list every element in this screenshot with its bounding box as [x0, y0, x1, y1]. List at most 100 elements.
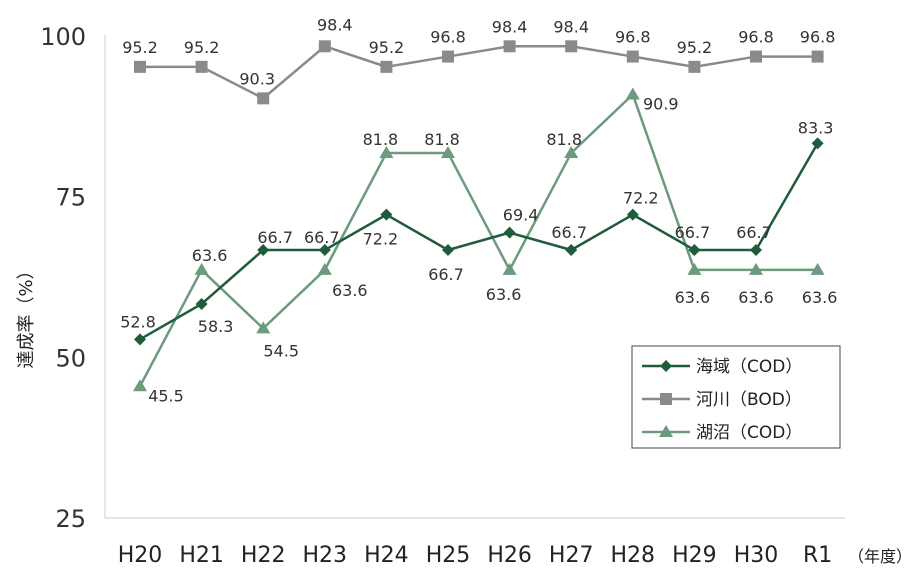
- kasen-bod-point: [134, 60, 146, 73]
- kasen-bod-line: [140, 44, 818, 100]
- x-tick-label: H22: [241, 543, 286, 568]
- x-tick-label: H21: [179, 543, 224, 568]
- kasen-bod-label: 96.8: [430, 28, 466, 47]
- kasen-bod-point: [442, 50, 454, 63]
- koshou-cod-label: 63.6: [332, 281, 368, 300]
- legend-entry-koshou-cod: 湖沼（COD）: [642, 423, 802, 443]
- kaiiki-cod-line-group: [134, 137, 824, 346]
- koshou-cod-point: [502, 262, 517, 275]
- koshou-cod-label: 63.6: [802, 288, 838, 307]
- koshou-cod-point: [194, 262, 209, 275]
- x-tick-label: H30: [734, 543, 779, 568]
- koshou-cod-label: 90.9: [643, 94, 679, 113]
- kasen-bod-label: 96.8: [800, 28, 836, 47]
- kasen-bod-label: 95.2: [122, 38, 158, 57]
- kaiiki-cod-point: [380, 208, 393, 221]
- legend-entry-kaiiki-cod: 海域（COD）: [642, 357, 802, 377]
- kasen-bod-label: 95.2: [184, 38, 220, 57]
- koshou-cod-line-group: [133, 87, 825, 392]
- koshou-cod-point: [441, 145, 455, 158]
- x-tick-label: H20: [118, 543, 163, 568]
- kasen-bod-label: 98.4: [492, 17, 528, 36]
- kaiiki-cod-point: [195, 297, 208, 310]
- legend-marker: [660, 360, 672, 372]
- kasen-bod-point: [257, 92, 270, 105]
- kasen-bod-label: 98.4: [553, 17, 589, 36]
- kaiiki-cod-label: 72.2: [623, 189, 659, 208]
- koshou-cod-label: 81.8: [424, 130, 460, 149]
- kaiiki-cod-point: [503, 226, 516, 239]
- data-labels: 52.8 58.3 66.7 66.7 72.2 66.7 69.4 66.7 72.2 66.7…: [120, 15, 837, 405]
- kaiiki-cod-point: [565, 244, 578, 257]
- kaiiki-cod-point: [626, 208, 639, 221]
- kaiiki-cod-label: 66.7: [551, 223, 587, 242]
- kasen-bod-label: 95.2: [369, 38, 405, 57]
- legend-label: 海域（COD）: [696, 357, 802, 377]
- kaiiki-cod-label: 83.3: [798, 118, 834, 137]
- kaiiki-cod-point: [442, 244, 454, 257]
- x-tick-label: H26: [487, 543, 532, 568]
- kaiiki-cod-label: 66.7: [257, 228, 293, 247]
- legend-label: 河川（BOD）: [696, 390, 802, 410]
- koshou-cod-label: 63.6: [486, 285, 522, 304]
- kaiiki-cod-label: 69.4: [503, 206, 539, 225]
- koshou-cod-point: [379, 145, 394, 158]
- koshou-cod-label: 54.5: [263, 341, 299, 360]
- kasen-bod-point: [565, 40, 578, 53]
- kaiiki-cod-label: 58.3: [198, 317, 234, 336]
- x-tick-label: R1: [803, 543, 832, 568]
- koshou-cod-label: 81.8: [363, 130, 399, 149]
- kaiiki-cod-label: 66.7: [736, 223, 772, 242]
- kaiiki-cod-point: [257, 244, 270, 257]
- kasen-bod-label: 95.2: [677, 38, 713, 57]
- kasen-bod-point: [688, 60, 701, 73]
- x-tick-label: H24: [364, 543, 409, 568]
- kaiiki-cod-point: [688, 244, 701, 257]
- kaiiki-cod-label: 66.7: [675, 223, 711, 242]
- kasen-bod-point: [503, 40, 516, 53]
- kasen-bod-line-group: [134, 40, 824, 105]
- x-axis-unit: （年度）: [848, 547, 912, 566]
- kaiiki-cod-label: 66.7: [304, 228, 340, 247]
- kasen-bod-label: 98.4: [317, 15, 353, 34]
- kaiiki-cod-point: [750, 244, 762, 257]
- kasen-bod-point: [195, 60, 208, 73]
- legend-marker: [659, 425, 673, 437]
- kaiiki-cod-point: [318, 244, 331, 257]
- koshou-cod-label: 63.6: [675, 288, 711, 307]
- koshou-cod-point: [564, 145, 579, 158]
- koshou-cod-label: 63.6: [192, 246, 228, 265]
- kasen-bod-label: 96.8: [615, 28, 651, 47]
- koshou-cod-point: [687, 262, 702, 275]
- kaiiki-cod-line: [139, 142, 819, 341]
- koshou-cod-label: 63.6: [738, 288, 774, 307]
- kaiiki-cod-point: [811, 137, 824, 150]
- legend: 海域（COD） 河川（BOD） 湖沼（COD）: [631, 345, 841, 449]
- koshou-cod-point: [256, 321, 271, 334]
- x-tick-label: H25: [426, 543, 471, 568]
- legend-label: 湖沼（COD）: [696, 423, 802, 443]
- kasen-bod-label: 90.3: [239, 69, 275, 88]
- kasen-bod-label: 96.8: [738, 28, 774, 47]
- koshou-cod-point: [133, 379, 147, 392]
- kasen-bod-point: [750, 50, 762, 63]
- koshou-cod-label: 45.5: [148, 386, 184, 405]
- x-tick-label: H29: [672, 543, 717, 568]
- x-tick-label: H28: [611, 543, 656, 568]
- kaiiki-cod-label: 52.8: [120, 312, 156, 331]
- koshou-cod-point: [625, 87, 640, 100]
- koshou-cod-point: [317, 262, 332, 275]
- kaiiki-cod-point: [134, 333, 146, 346]
- kasen-bod-point: [380, 60, 393, 73]
- y-tick-label: 75: [55, 184, 86, 212]
- koshou-cod-point: [810, 262, 825, 275]
- x-tick-labels: H20 H21 H22 H23 H24 H25 H26 H27 H28 H29 H30 R1: [118, 543, 833, 568]
- x-tick-label: H27: [549, 543, 594, 568]
- y-tick-labels: 25 50 75 100: [40, 23, 86, 533]
- y-tick-label: 50: [55, 344, 86, 372]
- kasen-bod-point: [318, 40, 331, 53]
- kasen-bod-point: [811, 50, 824, 63]
- x-tick-label: H23: [303, 543, 348, 568]
- koshou-cod-point: [749, 262, 763, 275]
